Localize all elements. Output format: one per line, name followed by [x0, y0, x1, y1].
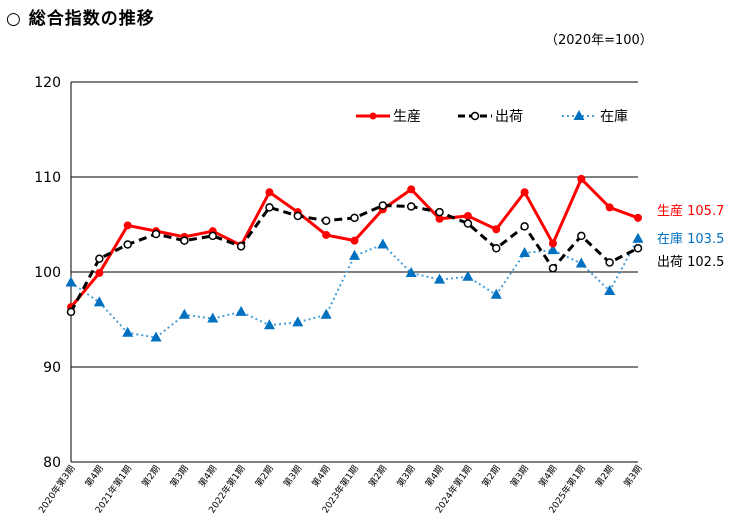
- shipments-marker: [633, 244, 643, 253]
- production-marker: [634, 213, 642, 222]
- shipments-marker: [492, 244, 501, 253]
- inventory-marker: [377, 238, 389, 249]
- shipments-marker: [378, 201, 388, 210]
- shipments-marker: [151, 229, 161, 239]
- base-year-note: （2020年=100）: [545, 33, 653, 48]
- production-marker: [492, 225, 501, 234]
- x-tick-label: 第4期: [423, 463, 446, 489]
- shipments-marker: [66, 307, 76, 317]
- inventory-marker: [122, 326, 134, 337]
- shipments-marker: [265, 203, 274, 212]
- inventory-marker: [178, 308, 190, 319]
- shipments-marker: [435, 207, 444, 217]
- inventory-marker: [93, 296, 105, 307]
- inventory-marker: [235, 305, 247, 316]
- inventory-marker: [207, 312, 219, 323]
- inventory-marker: [632, 232, 644, 243]
- x-tick-label: 第3期: [167, 463, 190, 489]
- x-tick-label: 第4期: [309, 463, 332, 489]
- x-tick-label: 第4期: [196, 463, 219, 489]
- production-end-label: 生産 105.7: [657, 204, 725, 219]
- production-marker: [95, 268, 104, 277]
- inventory-marker: [604, 285, 616, 295]
- production-marker: [322, 230, 331, 239]
- x-tick-label: 第3期: [621, 463, 644, 489]
- shipments-marker: [350, 213, 359, 223]
- inventory-marker: [349, 249, 360, 260]
- production-marker: [407, 185, 416, 194]
- x-tick-label: 第2期: [479, 463, 502, 489]
- inventory-marker: [490, 288, 502, 299]
- shipments-marker: [406, 202, 416, 211]
- shipments-marker: [95, 254, 104, 263]
- shipments-marker: [321, 216, 331, 225]
- inventory-marker: [65, 276, 77, 287]
- legend-shipments-marker: [470, 111, 480, 121]
- shipments-marker: [577, 231, 586, 241]
- inventory-marker: [292, 316, 304, 327]
- production-marker: [350, 236, 359, 245]
- legend-production-label: 生産: [393, 109, 421, 125]
- shipments-marker: [548, 263, 558, 273]
- production-marker: [123, 221, 132, 230]
- legend-shipments-label: 出荷: [495, 109, 523, 125]
- inventory-line: [70, 238, 639, 339]
- inventory-marker: [547, 244, 559, 255]
- legend-production-marker: [369, 112, 377, 120]
- x-tick-label: 第4期: [536, 463, 559, 489]
- inventory-marker: [150, 331, 162, 342]
- shipments-end-label: 出荷 102.5: [657, 255, 725, 270]
- y-tick-label: 90: [43, 360, 61, 376]
- shipments-marker: [605, 258, 614, 267]
- inventory-marker: [405, 266, 417, 277]
- legend-inventory-marker: [573, 110, 585, 120]
- inventory-marker: [320, 308, 332, 319]
- production-marker: [520, 188, 529, 197]
- x-tick-label: 第2期: [139, 463, 162, 489]
- y-tick-label: 80: [43, 455, 61, 471]
- shipments-marker: [208, 231, 217, 241]
- x-tick-label: 第3期: [394, 463, 417, 489]
- x-tick-label: 第2期: [252, 463, 275, 489]
- y-tick-label: 100: [34, 265, 61, 281]
- inventory-end-label: 在庫 103.5: [657, 232, 725, 247]
- production-marker: [548, 239, 557, 248]
- production-marker: [605, 203, 614, 212]
- y-tick-label: 120: [34, 75, 61, 91]
- x-tick-label: 第4期: [82, 463, 105, 489]
- shipments-marker: [520, 222, 529, 231]
- inventory-marker: [575, 257, 587, 268]
- x-tick-label: 第2期: [593, 463, 616, 489]
- chart-title: ○ 総合指数の推移: [6, 9, 155, 29]
- inventory-marker: [519, 247, 531, 257]
- y-tick-label: 110: [34, 170, 61, 186]
- shipments-marker: [293, 211, 303, 221]
- inventory-marker: [434, 273, 446, 284]
- production-marker: [463, 211, 472, 220]
- shipments-marker: [123, 240, 132, 249]
- production-marker: [265, 188, 274, 197]
- legend-inventory-label: 在庫: [600, 108, 628, 125]
- production-marker: [577, 174, 586, 183]
- x-tick-label: 第2期: [366, 463, 389, 489]
- inventory-marker: [462, 270, 474, 281]
- shipments-marker: [463, 219, 473, 228]
- shipments-marker: [236, 242, 246, 251]
- inventory-marker: [263, 319, 275, 330]
- x-tick-label: 第3期: [508, 463, 531, 489]
- shipments-marker: [180, 236, 189, 245]
- x-tick-label: 第3期: [281, 463, 304, 489]
- production-marker: [435, 214, 444, 223]
